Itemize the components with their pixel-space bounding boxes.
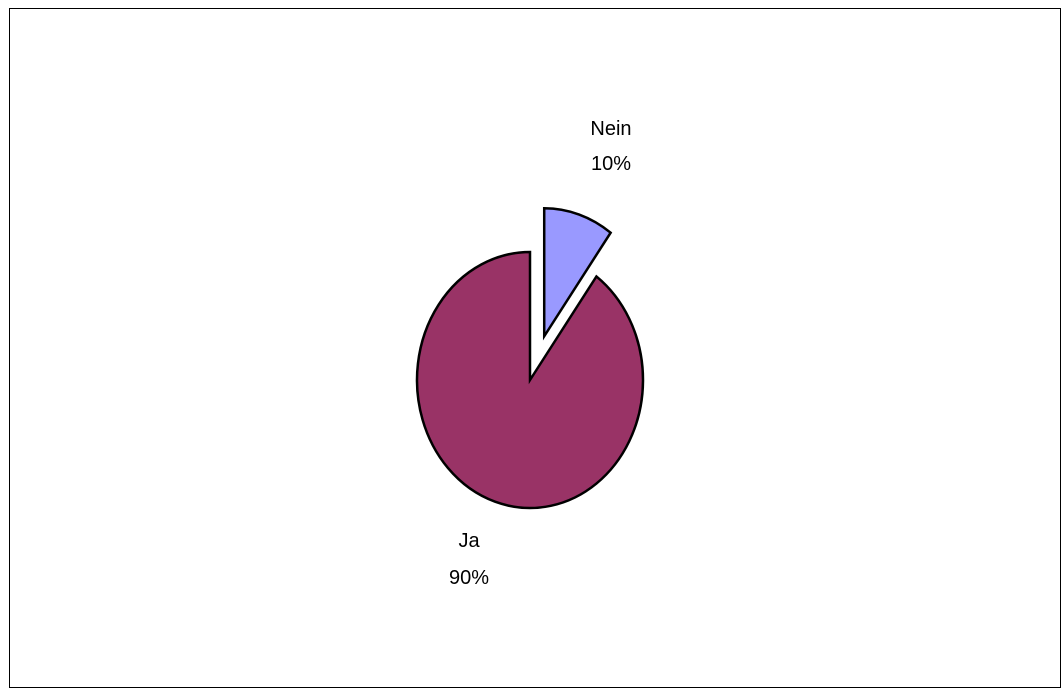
data-label-nein-category: Nein bbox=[590, 118, 631, 140]
chart-area bbox=[9, 8, 1061, 688]
pie-slice-ja bbox=[415, 250, 645, 510]
data-label-nein-percent: 10% bbox=[591, 153, 631, 175]
data-label-ja-category: Ja bbox=[458, 530, 480, 552]
data-label-ja-percent: 90% bbox=[449, 567, 489, 589]
pie-slice-nein bbox=[542, 207, 613, 341]
